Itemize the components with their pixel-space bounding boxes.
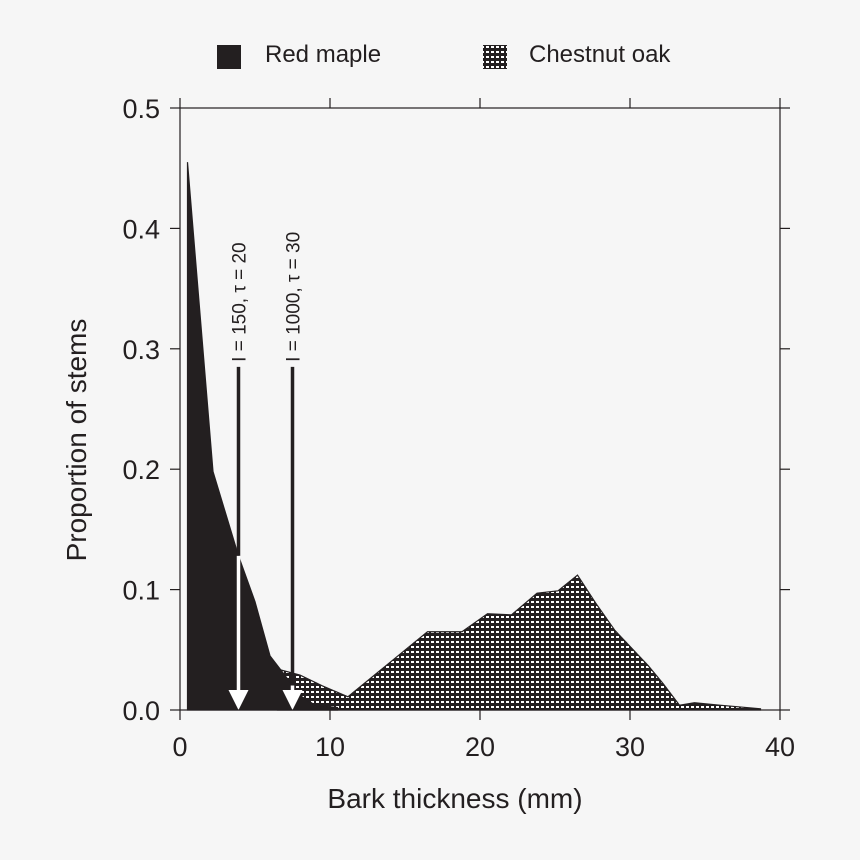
y-axis-label: Proportion of stems bbox=[61, 319, 92, 562]
x-tick-label: 40 bbox=[765, 732, 795, 762]
y-tick-label: 0.0 bbox=[122, 696, 160, 726]
annotation-label: I = 1000, τ = 30 bbox=[284, 232, 305, 362]
x-tick-label: 10 bbox=[315, 732, 345, 762]
legend-swatch-chestnut-oak bbox=[483, 45, 507, 69]
annotation-arrowhead bbox=[228, 690, 249, 710]
legend: Red maple Chestnut oak bbox=[217, 41, 671, 69]
y-tick-label: 0.2 bbox=[122, 455, 160, 485]
annotation-arrowhead bbox=[282, 690, 303, 710]
legend-swatch-red-maple bbox=[217, 45, 241, 69]
y-tick-label: 0.3 bbox=[122, 335, 160, 365]
x-axis-label: Bark thickness (mm) bbox=[327, 783, 582, 814]
y-tick-label: 0.1 bbox=[122, 576, 160, 606]
x-tick-label: 0 bbox=[172, 732, 187, 762]
area-red-maple bbox=[186, 162, 339, 711]
x-tick-label: 30 bbox=[615, 732, 645, 762]
y-tick-label: 0.5 bbox=[122, 94, 160, 124]
area-chestnut-oak bbox=[276, 574, 762, 711]
x-tick-label: 20 bbox=[465, 732, 495, 762]
legend-label-chestnut-oak: Chestnut oak bbox=[529, 41, 671, 68]
y-tick-label: 0.4 bbox=[122, 214, 160, 244]
annotation-label: I = 150, τ = 20 bbox=[230, 242, 251, 361]
legend-label-red-maple: Red maple bbox=[265, 41, 381, 68]
